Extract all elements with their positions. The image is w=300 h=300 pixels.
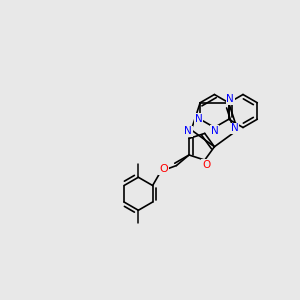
Text: N: N (184, 126, 192, 136)
Text: N: N (226, 94, 234, 104)
Text: N: N (211, 126, 218, 136)
Text: O: O (159, 164, 168, 174)
Text: N: N (231, 123, 239, 134)
Text: N: N (195, 114, 203, 124)
Text: O: O (202, 160, 210, 170)
